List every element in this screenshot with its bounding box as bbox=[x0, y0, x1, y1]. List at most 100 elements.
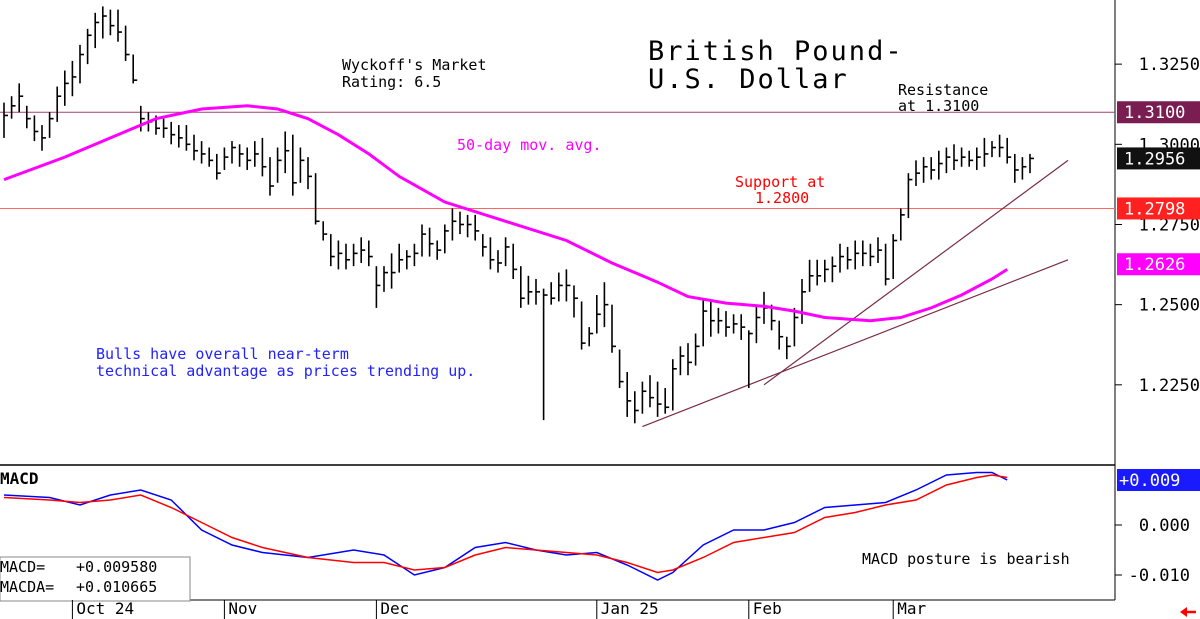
price-bar-15 bbox=[117, 9, 122, 42]
price-bar-56 bbox=[428, 227, 434, 257]
price-bar-129 bbox=[983, 137, 989, 167]
price-bar-127 bbox=[968, 150, 974, 167]
price-bar-28 bbox=[216, 153, 221, 180]
price-bar-8 bbox=[64, 70, 69, 106]
price-bar-47 bbox=[360, 237, 366, 263]
price-bar-98 bbox=[747, 330, 753, 389]
price-tick-label-0: 1.2250 bbox=[1139, 376, 1200, 396]
price-bar-59 bbox=[451, 208, 457, 241]
price-bar-95 bbox=[725, 311, 730, 337]
support-annotation-line2: 1.2800 bbox=[755, 189, 809, 207]
x-tick-label-3: Jan 25 bbox=[601, 599, 659, 618]
price-bar-106 bbox=[808, 259, 814, 292]
price-bar-30 bbox=[231, 141, 236, 164]
price-bar-134 bbox=[1021, 157, 1027, 180]
resistance-annotation-line2: at 1.3100 bbox=[898, 97, 979, 115]
price-bar-118 bbox=[899, 208, 905, 241]
price-bar-88 bbox=[671, 359, 677, 411]
price-bar-124 bbox=[945, 147, 951, 174]
price-bar-92 bbox=[702, 298, 708, 347]
price-bar-81 bbox=[618, 349, 624, 389]
price-bar-34 bbox=[261, 137, 267, 177]
macd-tick-label-0: 0.000 bbox=[1139, 516, 1190, 536]
price-bar-128 bbox=[975, 147, 981, 170]
scroll-left-arrow-icon[interactable] bbox=[1180, 607, 1196, 617]
price-bar-90 bbox=[687, 343, 692, 376]
bulls-annotation-line1: Bulls have overall near-term bbox=[96, 345, 349, 363]
price-bar-82 bbox=[626, 372, 632, 417]
price-bar-53 bbox=[405, 250, 411, 270]
price-bar-65 bbox=[497, 250, 502, 273]
price-bar-69 bbox=[527, 275, 533, 305]
price-tick-label-2: 1.2750 bbox=[1139, 215, 1200, 235]
price-tick-label-4: 1.3250 bbox=[1139, 55, 1200, 75]
price-bar-16 bbox=[124, 25, 130, 61]
price-tag-1: 1.2626 bbox=[1124, 255, 1185, 275]
trendline-1 bbox=[763, 159, 1069, 386]
price-bar-45 bbox=[345, 243, 350, 270]
price-bar-18 bbox=[140, 105, 145, 132]
price-bar-55 bbox=[421, 224, 426, 257]
x-tick-label-5: Mar bbox=[897, 599, 926, 618]
price-bar-110 bbox=[839, 243, 844, 273]
price-tag-0: 1.2956 bbox=[1124, 149, 1185, 169]
level-tag-bg-1 bbox=[1117, 197, 1200, 220]
price-bar-13 bbox=[102, 6, 107, 39]
macd-current-label-bg bbox=[1117, 469, 1200, 491]
price-bar-5 bbox=[41, 125, 46, 151]
price-bar-41 bbox=[314, 173, 320, 225]
price-bar-27 bbox=[208, 147, 214, 167]
price-bar-76 bbox=[580, 301, 586, 350]
moving-average-annotation: 50-day mov. avg. bbox=[457, 136, 602, 154]
price-bar-10 bbox=[79, 44, 84, 84]
macda-readout-value: +0.010665 bbox=[76, 578, 157, 596]
price-tag-bg-1 bbox=[1117, 253, 1200, 276]
price-bar-37 bbox=[284, 131, 290, 174]
price-bar-78 bbox=[595, 295, 601, 334]
price-bar-116 bbox=[884, 243, 890, 286]
price-bar-23 bbox=[178, 125, 183, 148]
moving-average-line bbox=[3, 104, 1009, 323]
chart-title-line1: British Pound- bbox=[648, 36, 904, 67]
price-bar-117 bbox=[892, 234, 898, 279]
macda-line bbox=[3, 474, 1008, 574]
price-bar-54 bbox=[413, 243, 419, 267]
price-bar-49 bbox=[375, 266, 381, 308]
price-bar-62 bbox=[474, 214, 480, 241]
price-bar-114 bbox=[869, 243, 875, 267]
macd-current-label: +0.009 bbox=[1119, 471, 1180, 491]
price-bar-1 bbox=[10, 96, 16, 119]
price-bar-40 bbox=[307, 157, 312, 190]
level-tag-1: 1.2798 bbox=[1124, 199, 1185, 219]
price-bar-96 bbox=[732, 314, 738, 334]
macd-readout-value: +0.009580 bbox=[76, 558, 157, 576]
price-bar-113 bbox=[861, 240, 867, 267]
price-bar-94 bbox=[717, 307, 723, 334]
price-bar-121 bbox=[922, 157, 928, 183]
price-bar-71 bbox=[542, 288, 548, 421]
price-bar-135 bbox=[1029, 153, 1034, 174]
x-tick-label-0: Oct 24 bbox=[76, 599, 134, 618]
price-bar-75 bbox=[573, 285, 578, 318]
price-bar-85 bbox=[649, 375, 654, 408]
market-rating-line2: Rating: 6.5 bbox=[342, 73, 441, 91]
price-bar-125 bbox=[953, 144, 958, 170]
price-bar-17 bbox=[132, 54, 138, 84]
price-bar-9 bbox=[71, 60, 77, 97]
price-bar-126 bbox=[960, 147, 966, 167]
price-bar-68 bbox=[519, 266, 525, 308]
price-bar-43 bbox=[329, 234, 335, 267]
price-bar-32 bbox=[246, 147, 252, 170]
price-bar-63 bbox=[481, 234, 487, 257]
price-bar-105 bbox=[801, 279, 806, 324]
price-bar-33 bbox=[254, 141, 259, 167]
price-bar-99 bbox=[755, 304, 761, 344]
price-bar-6 bbox=[48, 112, 54, 138]
price-bar-46 bbox=[352, 243, 358, 267]
price-bar-80 bbox=[611, 304, 616, 353]
price-bar-42 bbox=[322, 221, 328, 241]
price-bar-108 bbox=[823, 259, 829, 283]
price-bar-57 bbox=[436, 240, 442, 260]
macd-panel-title: MACD bbox=[0, 469, 39, 488]
